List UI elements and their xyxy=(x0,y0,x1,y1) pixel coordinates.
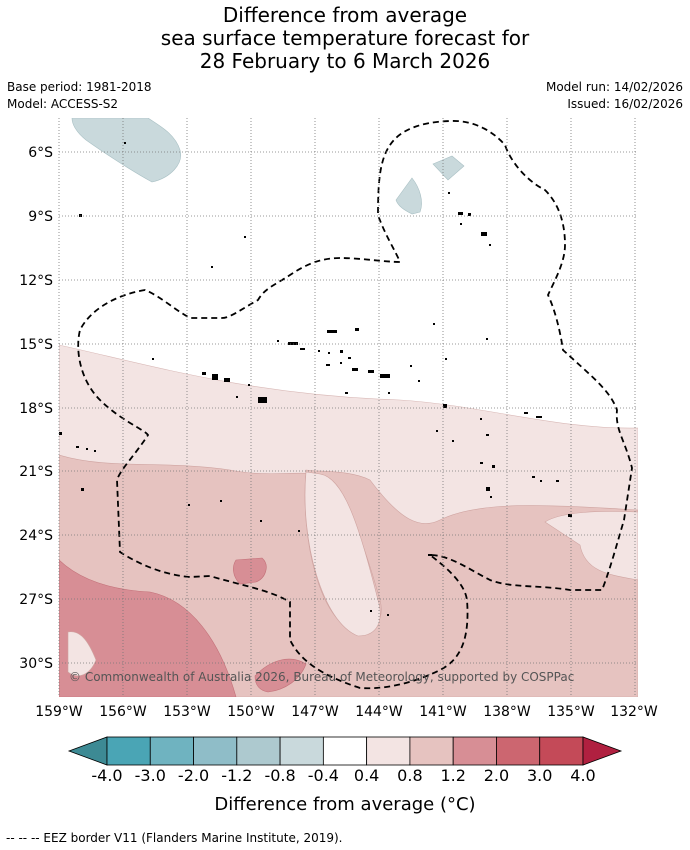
lat-tick: 12°S xyxy=(19,273,53,289)
anomaly-patch-1 xyxy=(233,557,267,585)
islands xyxy=(59,142,572,616)
colorbar-segment xyxy=(193,736,238,766)
title-line-2: sea surface temperature forecast for xyxy=(160,26,530,50)
colorbar-segment xyxy=(236,736,281,766)
cool-patch-ne xyxy=(395,177,422,215)
colorbar-extend-high xyxy=(582,736,623,766)
lon-tick: 156°W xyxy=(99,704,147,720)
anomaly-patch-2 xyxy=(254,658,307,693)
colorbar-label: 2.0 xyxy=(483,766,510,785)
lon-tick-labels: 159°W 156°W 153°W 150°W 147°W 144°W 141°… xyxy=(35,704,658,720)
colorbar-label: 0.8 xyxy=(397,766,423,785)
colorbar-segment xyxy=(496,736,541,766)
lat-tick: 30°S xyxy=(19,656,53,672)
lat-tick: 9°S xyxy=(28,209,53,225)
lon-tick: 150°W xyxy=(227,704,275,720)
colorbar-extend-low xyxy=(67,736,108,766)
colorbar xyxy=(67,736,623,766)
colorbar-label: -4.0 xyxy=(91,766,123,785)
lat-tick: 15°S xyxy=(19,337,53,353)
colorbar-label: 1.2 xyxy=(440,766,466,785)
title-line-1: Difference from average xyxy=(222,3,468,27)
anomaly-region-tongue xyxy=(304,471,381,637)
lon-tick: 141°W xyxy=(419,704,467,720)
lat-tick: 24°S xyxy=(19,528,53,544)
gridlines xyxy=(58,118,638,697)
colorbar-label: -0.4 xyxy=(307,766,339,785)
copyright-notice: © Commonwealth of Australia 2026, Bureau… xyxy=(69,670,574,684)
lon-tick: 147°W xyxy=(291,704,339,720)
lon-tick: 135°W xyxy=(547,704,595,720)
colorbar-segment xyxy=(366,736,411,766)
colorbar-segment xyxy=(279,736,324,766)
eez-border xyxy=(77,120,633,690)
colorbar-label: -1.2 xyxy=(221,766,253,785)
colorbar-label: -0.8 xyxy=(264,766,296,785)
title-line-3: 28 February to 6 March 2026 xyxy=(199,49,491,73)
anomaly-patch-light xyxy=(67,631,97,676)
colorbar-title: Difference from average (°C) xyxy=(214,794,476,815)
base-period: Base period: 1981-2018 xyxy=(7,80,152,94)
lat-tick: 27°S xyxy=(19,592,53,608)
anomaly-field xyxy=(59,118,638,697)
lat-tick: 18°S xyxy=(19,401,53,417)
colorbar-label: 4.0 xyxy=(570,766,596,785)
colorbar-segment xyxy=(149,736,194,766)
colorbar-label: 3.0 xyxy=(526,766,553,785)
model-run: Model run: 14/02/2026 xyxy=(545,80,683,94)
colorbar-segment xyxy=(539,736,584,766)
cool-patch-nw xyxy=(71,118,181,183)
colorbar-segment xyxy=(452,736,497,766)
lat-tick: 21°S xyxy=(19,464,53,480)
model-name: Model: ACCESS-S2 xyxy=(7,97,119,111)
lon-tick: 153°W xyxy=(163,704,211,720)
anomaly-region-east xyxy=(544,511,638,581)
colorbar-segment xyxy=(106,736,151,766)
lon-tick: 132°W xyxy=(610,704,658,720)
colorbar-label: -2.0 xyxy=(177,766,210,785)
issued-date: Issued: 16/02/2026 xyxy=(567,97,683,111)
eez-footnote: -- -- -- EEZ border V11 (Flanders Marine… xyxy=(6,831,343,845)
lat-tick: 6°S xyxy=(28,145,53,161)
lon-tick: 138°W xyxy=(483,704,531,720)
colorbar-segment xyxy=(322,736,368,766)
colorbar-label: -3.0 xyxy=(134,766,166,785)
colorbar-segment xyxy=(409,736,454,766)
colorbar-label: 0.4 xyxy=(353,766,380,785)
lon-tick: 144°W xyxy=(355,704,403,720)
cool-patch-ne2 xyxy=(432,155,465,181)
lat-tick-labels: 6°S 9°S 12°S 15°S 18°S 21°S 24°S 27°S 30… xyxy=(19,145,53,672)
lon-tick: 159°W xyxy=(35,704,83,720)
